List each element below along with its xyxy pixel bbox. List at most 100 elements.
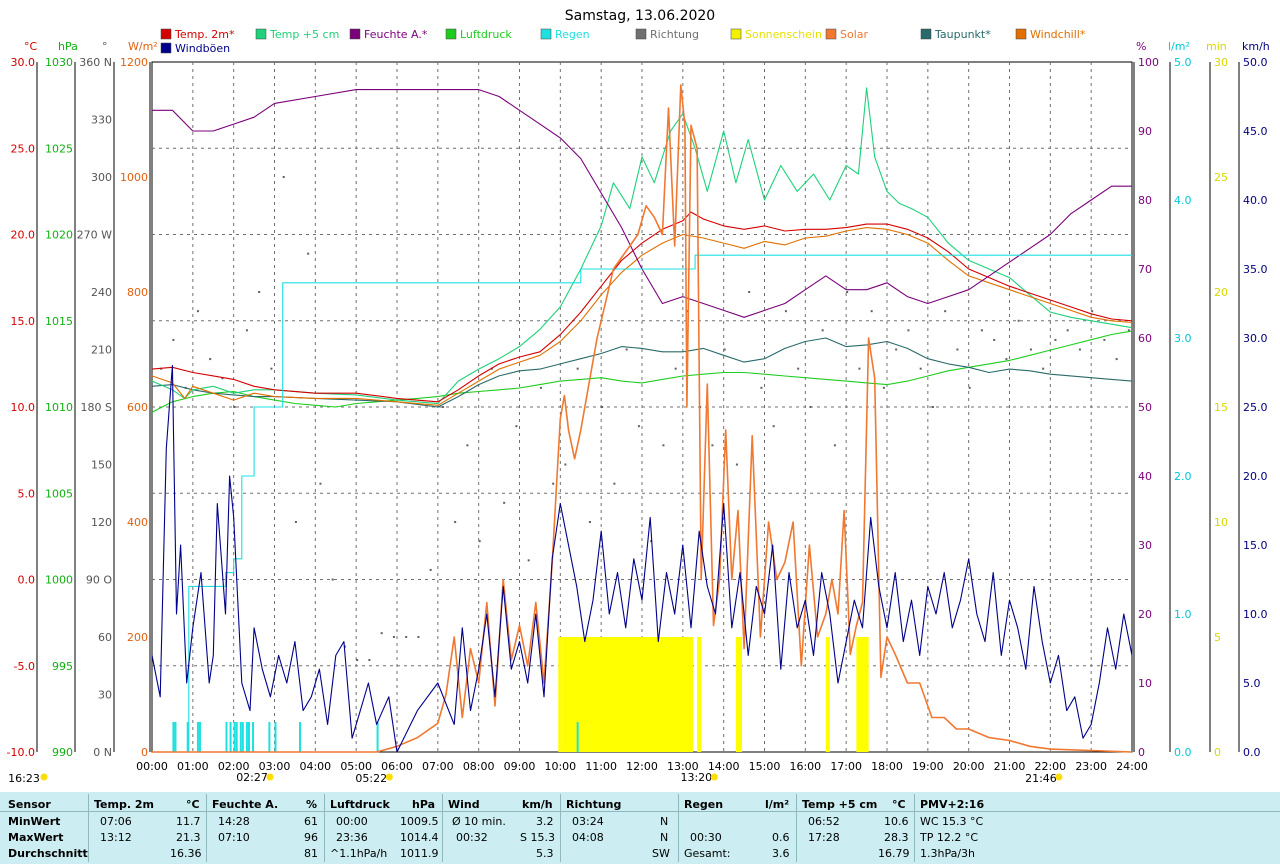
direction-point — [723, 348, 726, 351]
series-line-temp-2m- — [151, 211, 1133, 403]
rain-tick — [196, 722, 199, 752]
hdr-wind: Wind — [448, 798, 480, 811]
rain-tick — [174, 722, 177, 752]
wind-max: S 15.3 — [520, 831, 555, 844]
direction-point — [735, 463, 738, 466]
direction-point — [319, 482, 322, 485]
footer-divider — [678, 794, 679, 862]
direction-point — [503, 501, 506, 504]
y-tick-label-wind: 5.0 — [1243, 677, 1261, 690]
y-tick-label-humidity: 90 — [1138, 125, 1152, 138]
series-line-regen — [152, 254, 1132, 753]
direction-point — [294, 521, 297, 523]
sunshine-bar — [697, 637, 702, 752]
direction-point — [821, 329, 824, 332]
direction-point — [380, 632, 383, 635]
y-tick-label-pressure: 1005 — [45, 487, 73, 500]
x-tick-label: 04:00 — [299, 760, 331, 773]
y-tick-label-sunshine: 25 — [1214, 171, 1228, 184]
press-min-time: 00:00 — [336, 815, 368, 828]
press-trend: ^1.1hPa/h — [330, 847, 388, 860]
footer-header-divider — [0, 811, 1280, 812]
direction-point — [1017, 319, 1020, 322]
rain-tick — [235, 722, 238, 752]
legend-swatch — [160, 28, 172, 40]
y-tick-label-sunshine: 5 — [1214, 631, 1221, 644]
y-tick-label-humidity: 70 — [1138, 263, 1152, 276]
legend-entry: Temp +5 cm — [269, 28, 339, 41]
y-tick-label-wind: 45.0 — [1243, 125, 1268, 138]
rain-tick — [172, 722, 175, 752]
y-tick-label-direction: 0 N — [93, 746, 112, 759]
y-tick-label-pressure: 995 — [52, 660, 73, 673]
sun-icon — [40, 773, 48, 781]
footer-divider — [206, 794, 207, 862]
y-tick-label-direction: 330 — [91, 114, 112, 127]
x-tick-label: 17:00 — [830, 760, 862, 773]
y-tick-label-solar: 200 — [127, 631, 148, 644]
direction-point — [711, 444, 714, 447]
y-tick-label-sunshine: 0 — [1214, 746, 1221, 759]
x-tick-label: 15:00 — [749, 760, 781, 773]
hdr-rain: Regen — [684, 798, 724, 811]
direction-point — [956, 348, 959, 351]
direction-point — [625, 348, 628, 351]
legend-entry: Windchill* — [1030, 28, 1086, 41]
legend-swatch — [730, 28, 742, 40]
direction-point — [233, 406, 236, 408]
x-tick-label: 18:00 — [871, 760, 903, 773]
time-marker: 16:23 — [8, 772, 40, 785]
sunshine-bar — [562, 637, 694, 752]
direction-point — [454, 521, 457, 523]
hdr-t5-unit: °C — [892, 798, 906, 811]
direction-point — [368, 659, 371, 661]
footer-divider — [442, 794, 443, 862]
direction-point — [270, 367, 273, 370]
y-tick-label-wind: 35.0 — [1243, 263, 1268, 276]
x-tick-label: 07:00 — [422, 760, 454, 773]
y-tick-label-humidity: 0 — [1138, 746, 1145, 759]
y-tick-label-pressure: 990 — [52, 746, 73, 759]
x-tick-label: 12:00 — [626, 760, 658, 773]
press-max: 1014.4 — [400, 831, 439, 844]
direction-point — [392, 636, 395, 638]
dir-avg: SW — [652, 847, 670, 860]
y-tick-label-temp: -5.0 — [14, 660, 35, 673]
x-tick-label: 08:00 — [463, 760, 495, 773]
legend-entry: Feuchte A.* — [364, 28, 428, 41]
sun-icon — [710, 773, 718, 781]
y-tick-label-wind: 50.0 — [1243, 56, 1268, 69]
time-marker: 21:46 — [1025, 772, 1057, 785]
series-line-temp-5-cm — [151, 87, 1133, 405]
rain-tick — [245, 722, 248, 752]
x-tick-label: 22:00 — [1034, 760, 1066, 773]
y-tick-label-humidity: 30 — [1138, 539, 1152, 552]
direction-point — [797, 367, 800, 370]
markers: 16:23 02:27 05:22 13:20 21:46 — [8, 771, 1063, 785]
direction-point — [527, 559, 530, 562]
footer-divider — [88, 794, 89, 862]
y-tick-label-humidity: 100 — [1138, 56, 1159, 69]
series-line-solar — [152, 84, 1133, 753]
y-tick-label-temp: 30.0 — [11, 56, 36, 69]
y-tick-label-wind: 25.0 — [1243, 401, 1268, 414]
rain-max: 0.6 — [772, 831, 790, 844]
hdr-wind-unit: km/h — [522, 798, 553, 811]
direction-point — [282, 176, 285, 178]
y-tick-label-humidity: 80 — [1138, 194, 1152, 207]
x-tick-label: 09:00 — [504, 760, 536, 773]
rain-tick — [186, 722, 189, 752]
rain-tick — [576, 722, 579, 752]
series-line-taupunkt- — [151, 337, 1133, 408]
rain-tick — [376, 722, 379, 752]
y-tick-label-wind: 30.0 — [1243, 332, 1268, 345]
direction-point — [478, 540, 481, 543]
y-tick-label-rain: 0.0 — [1174, 746, 1192, 759]
legend-entry: Richtung — [650, 28, 699, 41]
hdr-temp-unit: °C — [186, 798, 200, 811]
rain-tick — [268, 722, 271, 752]
legend-swatch — [255, 28, 267, 40]
direction-point — [907, 329, 910, 332]
direction-point — [209, 358, 212, 361]
direction-point — [515, 425, 518, 428]
